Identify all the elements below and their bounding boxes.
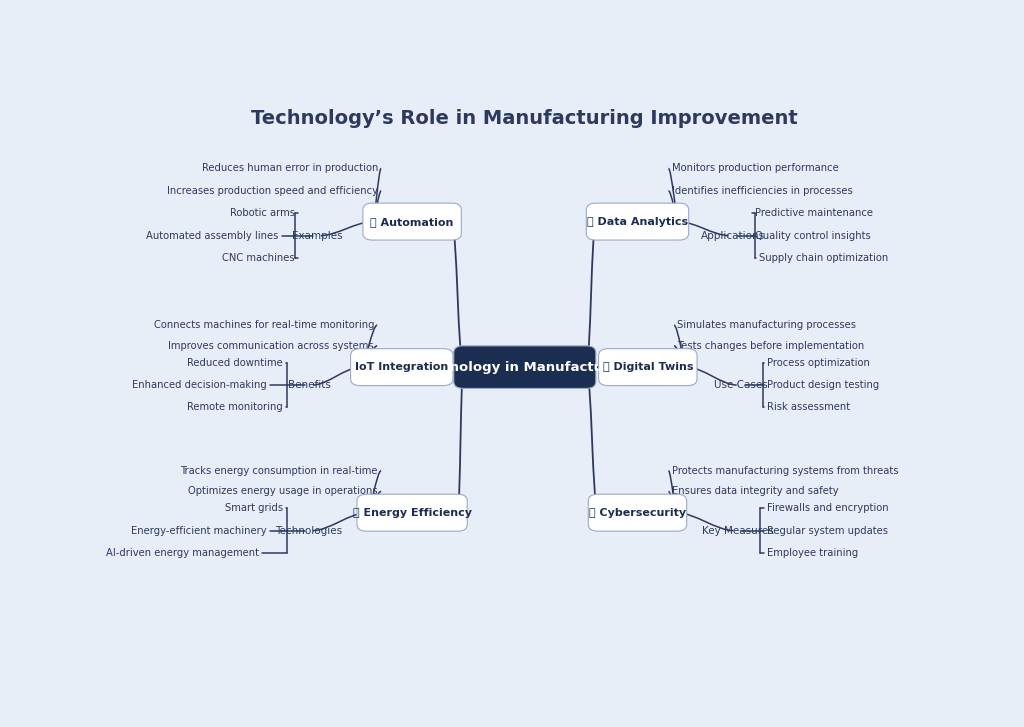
Text: Tracks energy consumption in real-time: Tracks energy consumption in real-time [180,466,378,475]
Text: Use Cases: Use Cases [714,380,768,390]
FancyBboxPatch shape [362,203,461,240]
FancyBboxPatch shape [350,349,453,385]
Text: Automated assembly lines: Automated assembly lines [146,230,279,241]
Text: Risk assessment: Risk assessment [767,403,850,412]
FancyBboxPatch shape [454,346,596,388]
Text: Simulates manufacturing processes: Simulates manufacturing processes [677,320,856,330]
Text: Predictive maintenance: Predictive maintenance [755,208,872,218]
FancyBboxPatch shape [587,203,689,240]
Text: Firewalls and encryption: Firewalls and encryption [767,503,889,513]
Text: Identifies inefficiencies in processes: Identifies inefficiencies in processes [672,186,852,196]
Text: Energy-efficient machinery: Energy-efficient machinery [131,526,267,536]
Text: Applications: Applications [700,230,765,241]
Text: Tests changes before implementation: Tests changes before implementation [677,341,864,351]
Text: Examples: Examples [292,230,342,241]
Text: Quality control insights: Quality control insights [755,230,870,241]
Text: Supply chain optimization: Supply chain optimization [759,253,888,263]
FancyBboxPatch shape [599,349,697,385]
Text: Reduces human error in production: Reduces human error in production [202,164,378,174]
Text: Technology in Manufacturing: Technology in Manufacturing [416,361,634,374]
Text: Benefits: Benefits [288,380,331,390]
FancyBboxPatch shape [588,494,687,531]
Text: Ensures data integrity and safety: Ensures data integrity and safety [672,486,839,497]
Text: 📊 Data Analytics: 📊 Data Analytics [587,217,688,227]
Text: Improves communication across systems: Improves communication across systems [168,341,374,351]
Text: AI-driven energy management: AI-driven energy management [105,548,259,558]
Text: Protects manufacturing systems from threats: Protects manufacturing systems from thre… [672,466,898,475]
Text: 🤖 Automation: 🤖 Automation [371,217,454,227]
Text: 🔐 Cybersecurity: 🔐 Cybersecurity [589,507,686,518]
Text: Smart grids: Smart grids [224,503,283,513]
Text: Increases production speed and efficiency: Increases production speed and efficienc… [167,186,378,196]
Text: 🖥 Digital Twins: 🖥 Digital Twins [602,362,693,372]
Text: Remote monitoring: Remote monitoring [187,403,283,412]
Text: Enhanced decision-making: Enhanced decision-making [132,380,267,390]
Text: Reduced downtime: Reduced downtime [187,358,283,368]
Text: Technologies: Technologies [275,526,342,536]
Text: Robotic arms: Robotic arms [229,208,295,218]
Text: Regular system updates: Regular system updates [767,526,888,536]
Text: IoT Integration: IoT Integration [355,362,449,372]
Text: Employee training: Employee training [767,548,858,558]
Text: 🟢 Energy Efficiency: 🟢 Energy Efficiency [352,507,472,518]
Text: CNC machines: CNC machines [222,253,295,263]
Text: Monitors production performance: Monitors production performance [672,164,839,174]
Text: Key Measures: Key Measures [701,526,773,536]
FancyBboxPatch shape [357,494,467,531]
Text: Technology’s Role in Manufacturing Improvement: Technology’s Role in Manufacturing Impro… [252,108,798,127]
Text: Connects machines for real-time monitoring: Connects machines for real-time monitori… [154,320,374,330]
Text: Optimizes energy usage in operations: Optimizes energy usage in operations [188,486,378,497]
Text: Product design testing: Product design testing [767,380,879,390]
Text: Process optimization: Process optimization [767,358,869,368]
